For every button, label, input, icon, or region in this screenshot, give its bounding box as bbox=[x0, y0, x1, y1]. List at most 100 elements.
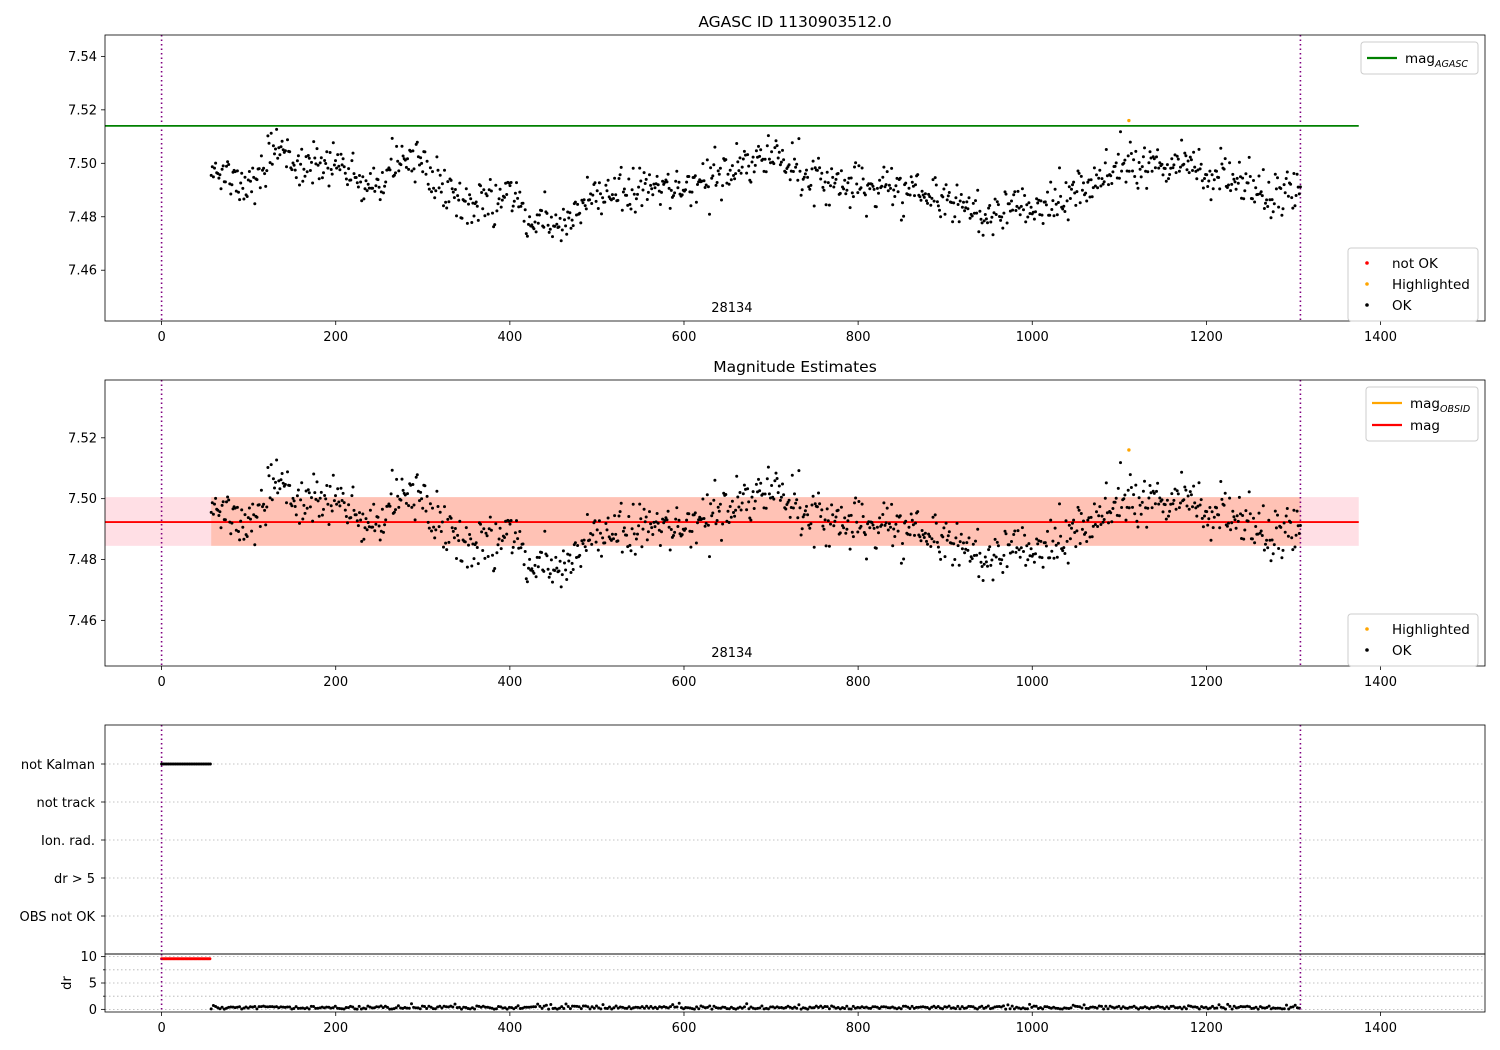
ok-point bbox=[509, 181, 513, 184]
ok-point bbox=[599, 531, 602, 535]
ok-point bbox=[648, 173, 651, 177]
ok-point bbox=[810, 503, 814, 507]
ok-point bbox=[434, 528, 438, 532]
ok-point bbox=[1212, 178, 1216, 182]
ok-point bbox=[392, 173, 396, 177]
dr-ok-point bbox=[875, 1005, 879, 1009]
ok-point bbox=[571, 568, 575, 571]
ok-point bbox=[616, 198, 620, 202]
ok-point bbox=[947, 191, 951, 194]
ok-point bbox=[1085, 199, 1089, 203]
ok-point bbox=[859, 524, 863, 528]
ok-point bbox=[1276, 513, 1279, 517]
ok-point bbox=[1008, 551, 1012, 555]
ok-point bbox=[1117, 176, 1121, 180]
dr-ok-point bbox=[960, 1005, 964, 1009]
dr-ok-point bbox=[470, 1006, 474, 1010]
ok-point bbox=[237, 190, 240, 194]
ok-point bbox=[1199, 498, 1203, 502]
ok-point bbox=[496, 543, 500, 547]
ok-point bbox=[738, 491, 742, 494]
ok-point bbox=[483, 214, 487, 218]
ok-point bbox=[503, 536, 506, 539]
ok-point bbox=[1018, 555, 1022, 559]
ok-point bbox=[270, 162, 274, 166]
ok-point bbox=[1093, 184, 1097, 188]
dr-ok-point bbox=[799, 1007, 803, 1011]
ok-point bbox=[1293, 204, 1297, 208]
dr-ytick-label: 5 bbox=[89, 977, 97, 992]
ok-point bbox=[509, 519, 513, 522]
ok-point bbox=[435, 489, 439, 493]
ok-point bbox=[871, 523, 875, 527]
ok-point bbox=[715, 181, 719, 184]
ok-point bbox=[1218, 187, 1222, 191]
dr-ok-point bbox=[433, 1007, 437, 1011]
dr-ok-point bbox=[1023, 1007, 1027, 1011]
ok-point bbox=[746, 487, 750, 491]
ok-point bbox=[1070, 187, 1073, 191]
ok-point bbox=[1203, 177, 1206, 180]
ok-point bbox=[314, 497, 318, 501]
ok-point bbox=[777, 150, 781, 154]
ok-point bbox=[784, 507, 788, 511]
ok-point bbox=[1104, 481, 1108, 485]
ok-point bbox=[951, 220, 955, 224]
ok-point bbox=[249, 179, 252, 183]
ok-point bbox=[1103, 496, 1107, 500]
ok-point bbox=[898, 514, 902, 518]
ok-point bbox=[359, 180, 363, 184]
ok-point bbox=[877, 531, 880, 535]
ok-point bbox=[646, 190, 650, 194]
dr-ok-point bbox=[1158, 1005, 1162, 1009]
ok-point bbox=[742, 149, 746, 153]
ok-point bbox=[1201, 525, 1205, 529]
ok-point bbox=[981, 233, 985, 237]
dr-ok-point bbox=[333, 1004, 337, 1008]
dr-ok-point bbox=[695, 1005, 699, 1009]
flag-label-not-track: not track bbox=[36, 796, 95, 811]
ok-point bbox=[875, 186, 879, 190]
ok-point bbox=[433, 196, 437, 200]
ok-point bbox=[449, 516, 453, 520]
ok-point bbox=[1209, 198, 1213, 202]
ok-point bbox=[1264, 542, 1267, 546]
ok-point bbox=[596, 207, 600, 210]
ok-point bbox=[1040, 556, 1044, 560]
ok-point bbox=[431, 170, 434, 174]
ok-point bbox=[1268, 198, 1272, 202]
dr-ok-point bbox=[723, 1005, 727, 1009]
ok-point bbox=[930, 196, 934, 200]
ok-point bbox=[294, 176, 298, 180]
ok-point bbox=[449, 178, 453, 182]
ok-point bbox=[247, 170, 251, 173]
ok-point bbox=[546, 567, 550, 571]
ok-point bbox=[890, 502, 894, 506]
ok-point bbox=[1012, 193, 1016, 197]
ok-point bbox=[955, 521, 959, 525]
ok-point bbox=[316, 163, 320, 167]
ok-point bbox=[326, 502, 330, 506]
dr-ok-point bbox=[1224, 1007, 1227, 1011]
ok-point bbox=[564, 568, 568, 572]
ok-point bbox=[854, 496, 858, 500]
ok-point bbox=[536, 565, 540, 569]
ok-point bbox=[847, 514, 851, 518]
ok-point bbox=[685, 518, 689, 522]
ok-point bbox=[855, 182, 859, 186]
dr-ok-point bbox=[344, 1006, 348, 1009]
ok-point bbox=[472, 214, 476, 218]
ok-point bbox=[1048, 213, 1052, 217]
ok-point bbox=[824, 544, 828, 548]
ok-point bbox=[554, 213, 558, 217]
ok-point bbox=[991, 578, 995, 582]
dr-ok-point bbox=[590, 1005, 594, 1009]
ok-point bbox=[540, 551, 544, 554]
ok-point bbox=[261, 505, 264, 509]
dr-not-ok-point bbox=[208, 957, 212, 961]
p2-plot-area bbox=[105, 380, 1359, 666]
dr-ok-point bbox=[1274, 1006, 1278, 1010]
ok-point bbox=[1091, 186, 1095, 190]
dr-ok-point bbox=[627, 1005, 631, 1009]
dr-ok-point bbox=[1291, 1005, 1295, 1009]
